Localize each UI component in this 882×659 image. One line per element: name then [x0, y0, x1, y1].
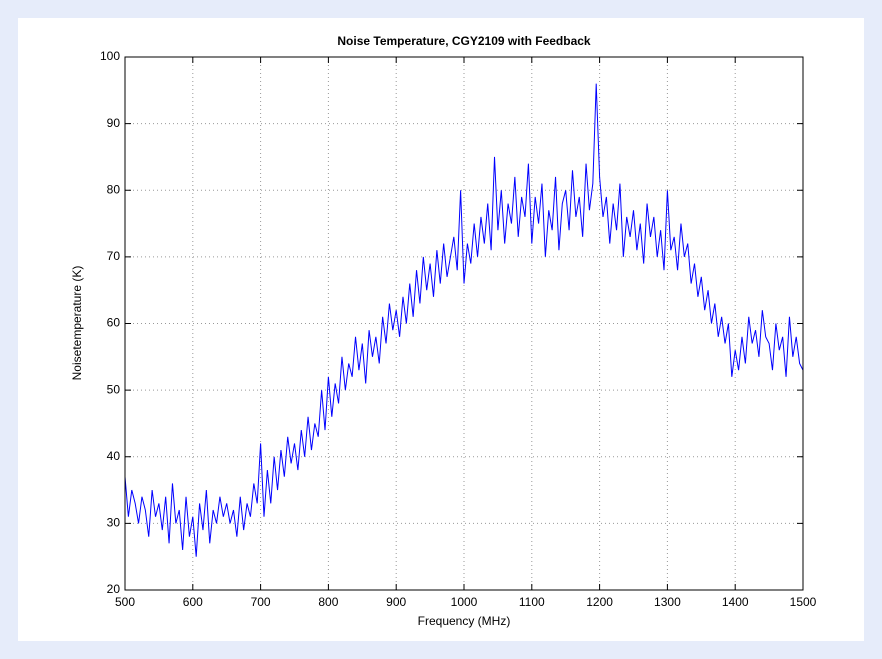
x-tick-label: 1200 — [586, 595, 613, 609]
x-tick-label: 500 — [115, 595, 135, 609]
y-tick-label: 50 — [107, 382, 121, 396]
data-line — [124, 83, 804, 557]
x-tick-label: 1300 — [654, 595, 681, 609]
axes-box — [124, 56, 804, 591]
y-axis-label: Noisetemperature (K) — [70, 266, 84, 381]
y-tick-label: 70 — [107, 249, 121, 263]
x-tick-label: 1100 — [519, 595, 545, 609]
y-tick-label: 30 — [107, 516, 121, 530]
x-tick-label: 1400 — [722, 595, 749, 609]
y-tick-label: 80 — [107, 182, 121, 196]
x-tick-label: 1000 — [451, 595, 478, 609]
y-tick-label: 100 — [100, 49, 120, 63]
y-tick-label: 90 — [107, 116, 121, 130]
chart-title: Noise Temperature, CGY2109 with Feedback — [337, 34, 591, 48]
x-tick-label: 800 — [318, 595, 338, 609]
x-tick-label: 900 — [386, 595, 406, 609]
x-axis-label: Frequency (MHz) — [418, 614, 511, 628]
x-tick-label: 1500 — [790, 595, 817, 609]
y-tick-label: 40 — [107, 449, 121, 463]
y-tick-label: 60 — [107, 316, 121, 330]
x-tick-label: 700 — [251, 595, 271, 609]
x-tick-label: 600 — [183, 595, 203, 609]
y-tick-label: 20 — [107, 582, 121, 596]
